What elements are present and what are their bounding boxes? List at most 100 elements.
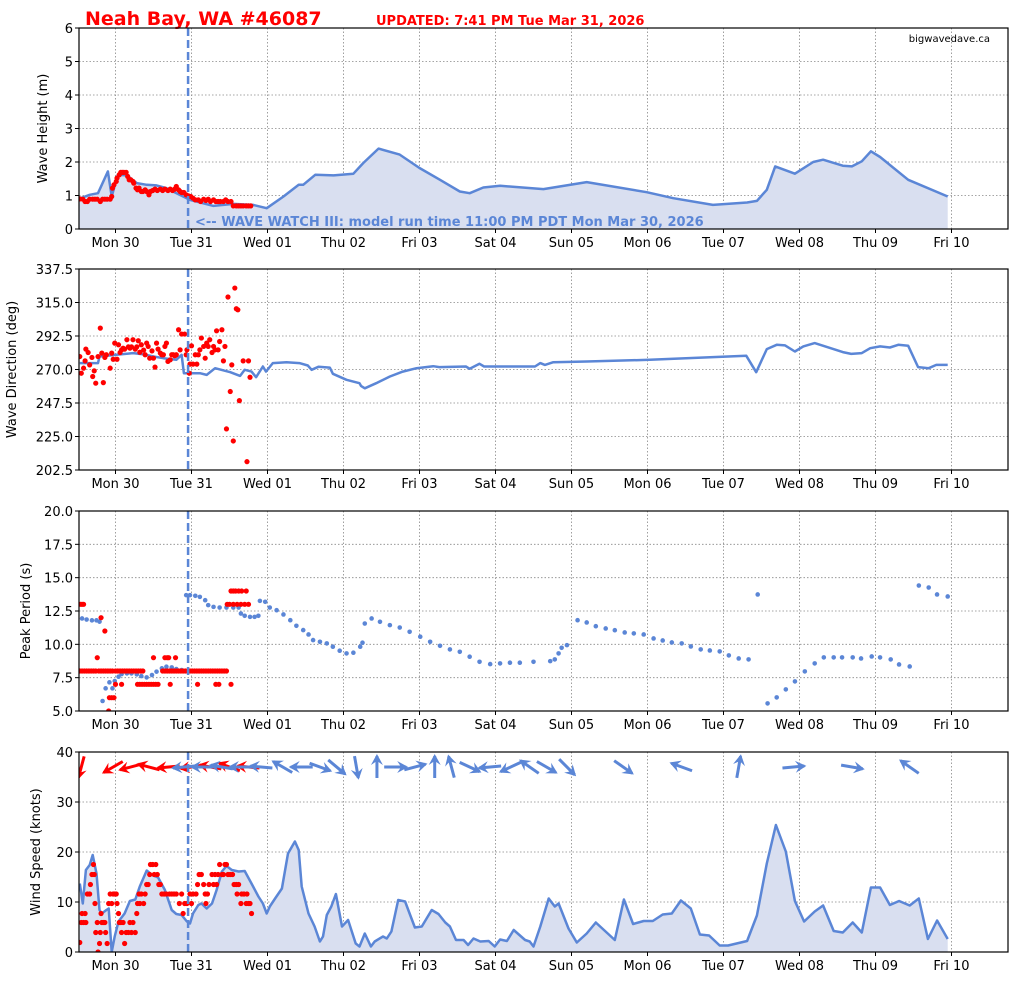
observed-point [113, 891, 119, 897]
x-tick-label: Tue 07 [701, 718, 745, 733]
observed-point [244, 459, 250, 465]
wind-direction-arrow-icon [350, 755, 363, 780]
observed-point [128, 344, 135, 350]
model-point [507, 660, 513, 666]
observed-point [245, 358, 252, 364]
wind-direction-arrow-icon [271, 760, 293, 774]
model-point [858, 656, 864, 661]
model-point [149, 672, 155, 678]
wind-direction-arrow-icon [899, 759, 920, 775]
observed-point [248, 910, 255, 917]
observed-point [155, 681, 161, 687]
x-tick-label: Fri 10 [933, 718, 969, 733]
observed-point [194, 681, 201, 687]
model-point [564, 642, 570, 648]
model-point [896, 662, 902, 667]
observed-point [230, 438, 236, 444]
observed-point [153, 340, 160, 346]
y-axis-label: Wave Height (m) [36, 74, 51, 184]
observed-point [204, 891, 211, 897]
observed-point [225, 294, 231, 300]
observed-point [207, 337, 213, 343]
model-point [362, 621, 368, 626]
model-area-fill [79, 148, 948, 229]
observed-point [188, 900, 195, 907]
observed-point [247, 374, 253, 380]
observed-point [230, 601, 236, 607]
wind-direction-arrow-icon [101, 760, 124, 774]
model-point [556, 651, 561, 656]
y-axis-label: Wave Direction (deg) [5, 301, 20, 438]
x-tick-label: Tue 07 [701, 477, 745, 492]
model-series-line [79, 823, 949, 952]
x-tick-label: Thu 09 [852, 477, 898, 492]
model-point [447, 647, 453, 652]
model-point [205, 602, 211, 608]
observed-point [150, 655, 157, 661]
model-point [337, 648, 343, 654]
observed-point [137, 349, 143, 355]
x-tick-label: Fri 03 [401, 236, 437, 251]
observed-point [123, 169, 129, 175]
x-tick-label: Wed 08 [775, 477, 824, 492]
observed-point [110, 356, 116, 362]
observed-point [228, 198, 234, 205]
observed-point [215, 347, 221, 353]
observed-point [91, 368, 97, 374]
model-point [765, 701, 770, 706]
x-tick-label: Thu 02 [320, 236, 366, 251]
observed-point [245, 601, 252, 607]
model-series-line [79, 147, 949, 210]
model-point [256, 613, 261, 619]
observed-point [102, 628, 108, 634]
x-tick-label: Fri 03 [401, 718, 437, 733]
observed-point [99, 350, 105, 356]
y-tick-label: 337.5 [36, 263, 73, 278]
observed-point [80, 601, 87, 607]
observed-point [163, 340, 170, 346]
observed-point [173, 891, 179, 897]
observed-point [190, 361, 196, 367]
axes-frame [78, 510, 1009, 712]
observed-point [226, 601, 233, 607]
model-point [707, 648, 713, 653]
model-point [487, 661, 493, 667]
observed-point [234, 891, 240, 897]
model-point [330, 644, 336, 650]
observed-point [217, 861, 223, 868]
observed-point [135, 338, 141, 344]
x-tick-label: Mon 30 [91, 959, 139, 974]
model-point [457, 649, 463, 655]
model-point [575, 617, 580, 623]
x-tick-label: Wed 08 [775, 718, 824, 733]
model-run-annotation: <-- WAVE WATCH III: model run time 11:00… [195, 215, 704, 230]
wind-direction-arrow-icon [248, 760, 273, 773]
y-tick-label: 12.5 [44, 605, 73, 620]
wind-direction-arrow-icon [209, 760, 233, 773]
observed-point [124, 337, 130, 343]
model-point [812, 661, 817, 666]
observed-point [236, 398, 242, 404]
y-tick-label: 292.5 [36, 330, 73, 345]
observed-point [198, 871, 204, 878]
observed-point [96, 940, 103, 947]
wind-direction-arrow-icon [189, 761, 214, 773]
wind-direction-arrow-icon [79, 755, 87, 779]
plot-area [79, 285, 948, 465]
model-point [531, 659, 536, 665]
observed-point [109, 193, 115, 200]
observed-point [219, 327, 225, 333]
model-point [934, 592, 940, 597]
wind-direction-arrow-icon [309, 761, 333, 774]
x-tick-label: Sat 04 [475, 718, 517, 733]
plot-area [79, 147, 949, 229]
observed-point [238, 601, 244, 607]
observed-point [102, 919, 108, 926]
observed-point [228, 681, 234, 687]
model-point [612, 627, 618, 633]
model-point [552, 657, 558, 662]
wind-direction-arrow-icon [227, 761, 252, 773]
model-point [407, 629, 412, 635]
observed-point [82, 910, 88, 917]
model-point [288, 617, 293, 623]
